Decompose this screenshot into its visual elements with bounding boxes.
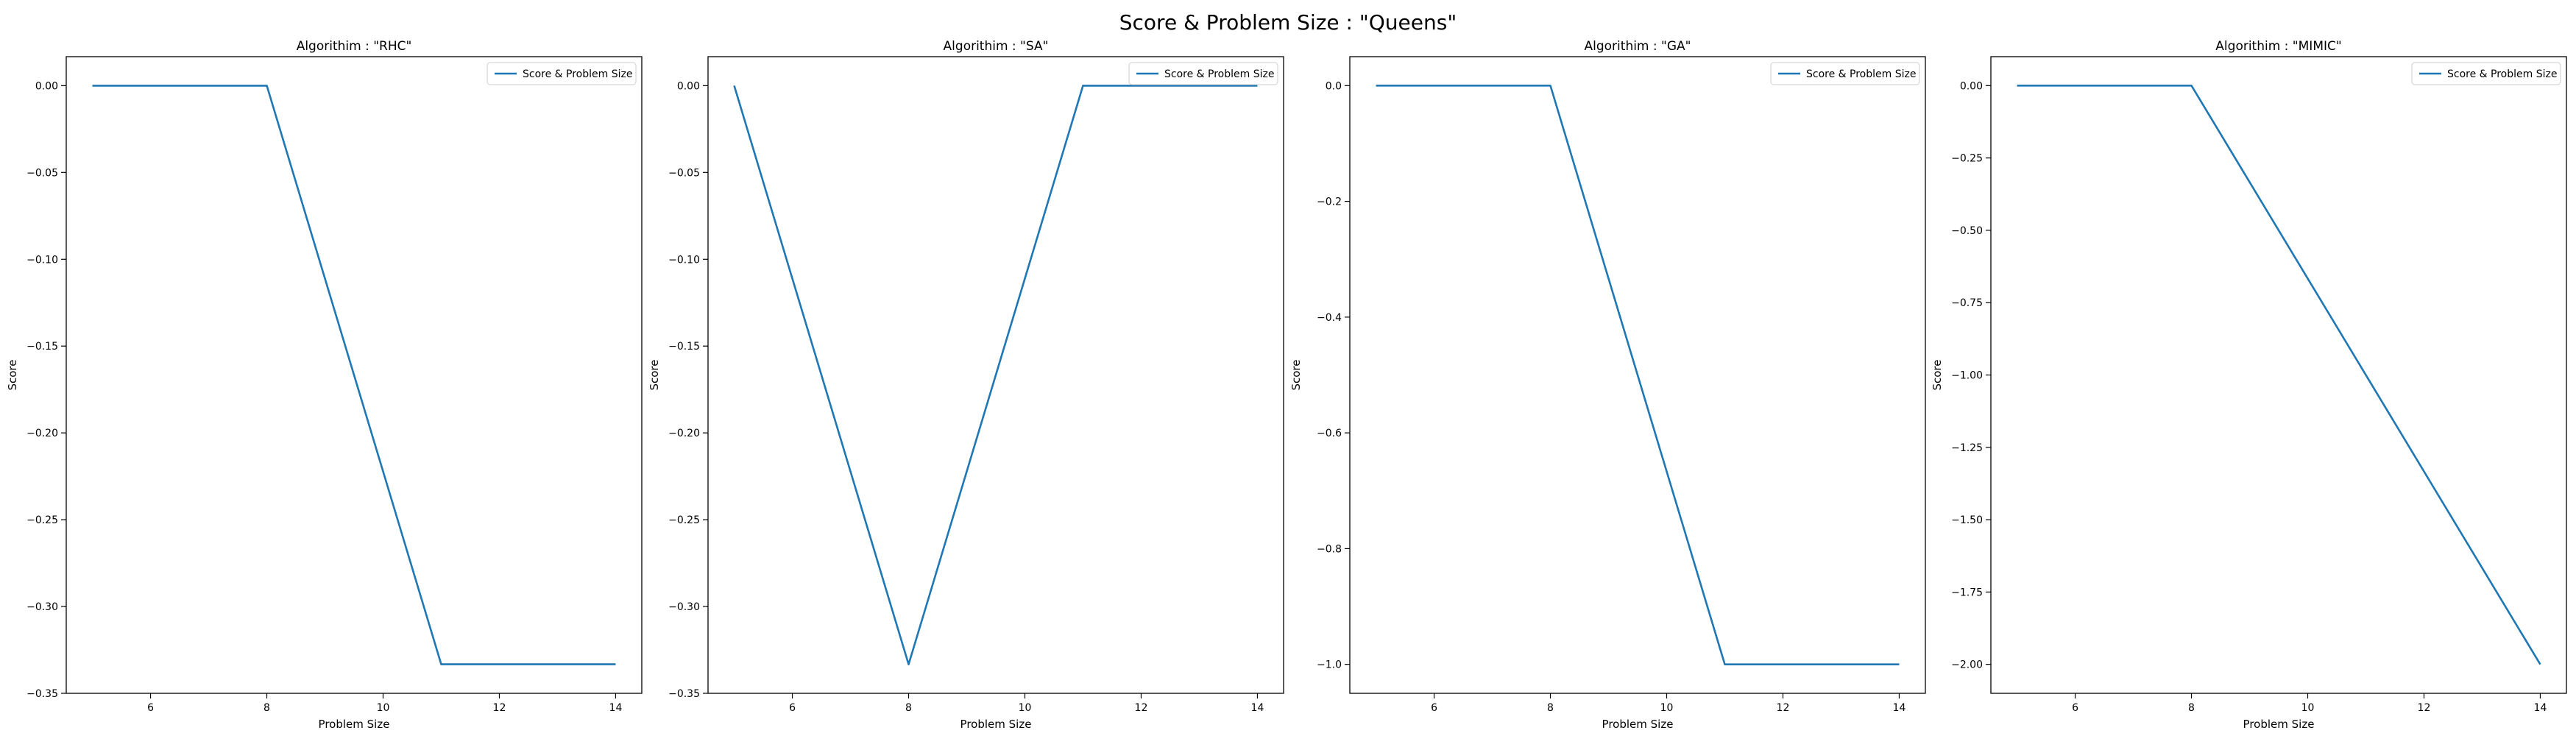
subplot-title: Algorithim : "MIMIC" [2215,39,2341,54]
x-tick-label: 10 [1019,702,1032,714]
y-axis-label: Score [648,359,661,390]
x-axis-label: Problem Size [319,718,390,731]
y-tick-label: −0.15 [26,341,58,353]
legend: Score & Problem Size [1770,62,1920,85]
subplot-1: Algorithim : "RHC" 6 8 10 12 14 0.00 −0.05 −0.10… [6,39,643,731]
y-tick-label: −0.6 [1317,428,1342,439]
y-tick-label: −0.10 [668,254,700,266]
x-tick-label: 8 [2188,702,2195,714]
x-tick-label: 8 [905,702,912,714]
y-tick-label: −1.00 [1951,370,1983,382]
legend: Score & Problem Size [1128,62,1278,85]
y-tick-label: −0.50 [1951,225,1983,237]
x-tick-label: 14 [1893,702,1906,714]
x-tick-label: 14 [609,702,623,714]
x-tick-label: 8 [1547,702,1554,714]
figure-suptitle: Score & Problem Size : "Queens" [1119,10,1457,35]
y-tick-label: −1.75 [1951,587,1983,598]
legend-label: Score & Problem Size [523,68,632,80]
y-tick-label: 0.00 [35,80,58,92]
y-tick-label: −0.25 [1951,153,1983,165]
y-tick-label: −0.15 [668,341,700,353]
x-tick-label: 10 [2301,702,2315,714]
x-axis-label: Problem Size [1602,718,1674,731]
y-axis-label: Score [1931,359,1944,390]
x-tick-label: 6 [147,702,154,714]
series-line [2017,85,2541,665]
y-tick-label: −0.30 [668,601,700,613]
y-tick-label: −0.75 [1951,297,1983,309]
subplot-4: Algorithim : "MIMIC" 6 8 10 12 14 0.00 −0.25 −0.… [1931,39,2567,731]
y-tick-label: −1.25 [1951,442,1983,454]
y-tick-label: −1.0 [1317,659,1342,671]
y-tick-label: −0.4 [1317,312,1342,324]
legend: Score & Problem Size [2411,62,2561,85]
y-tick-label: −0.05 [26,167,58,179]
series-line [733,85,1258,665]
y-tick-label: −0.35 [668,688,700,700]
x-tick-label: 10 [377,702,390,714]
y-tick-label: −0.35 [26,688,58,700]
x-axis-label: Problem Size [960,718,1032,731]
subplots: Algorithim : "RHC" 6 8 10 12 14 0.00 −0.05 −0.10… [6,39,2567,731]
subplot-3: Algorithim : "GA" 6 8 10 12 14 0.0 −0.2 −0.4 −0.6… [1289,39,1926,731]
y-tick-label: −0.05 [668,167,700,179]
x-tick-label: 12 [1777,702,1790,714]
y-tick-label: −2.00 [1951,659,1983,671]
x-tick-label: 6 [1431,702,1437,714]
y-tick-label: −1.50 [1951,514,1983,526]
y-tick-label: −0.25 [668,514,700,526]
x-tick-label: 12 [1135,702,1148,714]
x-tick-label: 6 [2072,702,2078,714]
legend-label: Score & Problem Size [2447,68,2557,80]
y-axis-label: Score [1289,359,1303,390]
x-tick-label: 12 [2418,702,2431,714]
axes-frame [1349,56,1926,694]
x-axis-label: Problem Size [2243,718,2315,731]
subplot-2: Algorithim : "SA" 6 8 10 12 14 0.00 −0.05 −0.10 −… [648,39,1284,731]
x-tick-label: 14 [1251,702,1264,714]
y-tick-label: −0.20 [668,428,700,439]
x-tick-label: 8 [263,702,270,714]
y-tick-label: −0.2 [1317,197,1342,208]
legend-box [2411,62,2561,85]
series-line [92,85,616,665]
y-tick-label: −0.10 [26,254,58,266]
x-tick-label: 14 [2534,702,2547,714]
axes-frame [66,56,643,694]
y-tick-label: −0.8 [1317,543,1342,555]
legend-label: Score & Problem Size [1164,68,1274,80]
y-tick-label: 0.00 [677,80,700,92]
legend-box [1770,62,1920,85]
series-line [1376,85,1900,665]
y-axis-label: Score [6,359,19,390]
y-tick-label: −0.30 [26,601,58,613]
x-tick-label: 10 [1660,702,1674,714]
axes-frame [707,56,1284,694]
legend-box [1128,62,1278,85]
legend-label: Score & Problem Size [1806,68,1916,80]
subplot-title: Algorithim : "SA" [944,39,1049,54]
legend-box [486,62,637,85]
y-tick-label: −0.20 [26,428,58,439]
y-tick-label: −0.25 [26,514,58,526]
axes-frame [1990,56,2567,694]
y-tick-label: 0.00 [1960,80,1983,92]
x-tick-label: 12 [493,702,506,714]
subplot-title: Algorithim : "RHC" [297,39,412,54]
subplot-title: Algorithim : "GA" [1585,39,1691,54]
y-tick-label: 0.0 [1326,80,1342,92]
legend: Score & Problem Size [486,62,637,85]
x-tick-label: 6 [789,702,796,714]
